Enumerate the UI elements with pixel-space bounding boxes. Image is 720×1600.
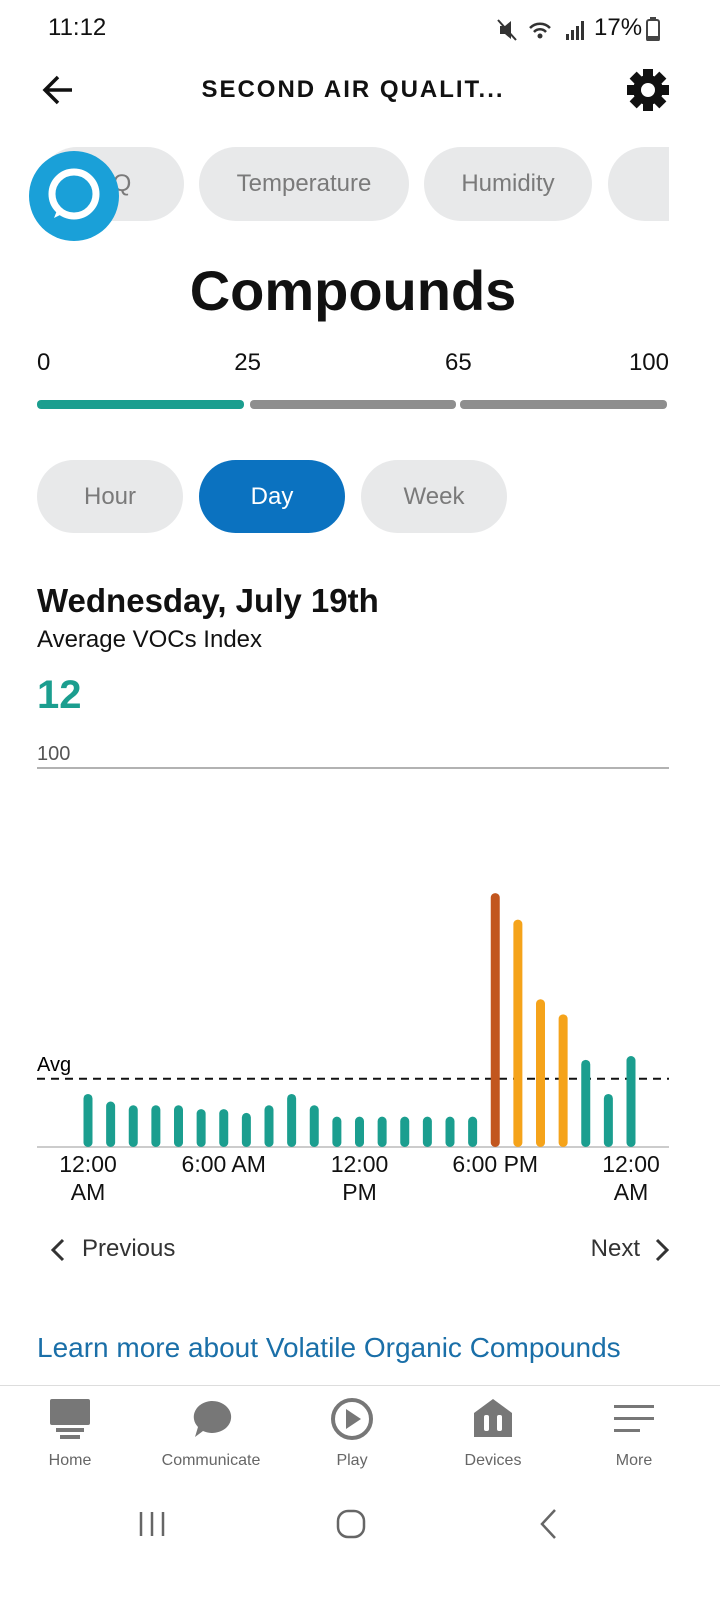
nav-item[interactable]: Home: [48, 1452, 92, 1469]
bar: [106, 1101, 116, 1147]
bar: [128, 1105, 138, 1147]
nav-item[interactable]: Play: [336, 1452, 368, 1469]
next-icon[interactable]: [652, 1237, 672, 1263]
bar: [513, 919, 523, 1147]
bar: [468, 1116, 478, 1147]
settings-button[interactable]: [626, 68, 670, 112]
tab-partial[interactable]: [608, 147, 669, 221]
previous-icon[interactable]: [48, 1237, 68, 1263]
nav-item[interactable]: Communicate: [161, 1452, 261, 1469]
bar: [581, 1059, 591, 1147]
bar: [603, 1093, 613, 1147]
x-tick-label: 12:00 AM: [59, 1151, 117, 1205]
scale-tick-label: 25: [234, 349, 262, 376]
metric-label: Average VOCs Index: [37, 626, 263, 653]
bar: [445, 1116, 455, 1147]
bar: [241, 1112, 251, 1147]
bar: [332, 1116, 342, 1147]
battery-icon: [646, 17, 660, 41]
bar: [355, 1116, 364, 1147]
battery-level: 17%: [594, 14, 643, 41]
learn-more-link[interactable]: Learn more about Volatile Organic Compou…: [37, 1332, 621, 1363]
bar: [558, 1014, 568, 1147]
tab-label: Humidity: [461, 170, 555, 197]
bar: [264, 1105, 274, 1147]
scale-tick-label: 100: [628, 349, 669, 376]
y-tick-label: 100: [37, 743, 70, 765]
bar: [287, 1093, 297, 1147]
range-button[interactable]: Week: [361, 460, 507, 533]
bar: [400, 1116, 410, 1147]
average-value: 12: [37, 673, 82, 717]
bar: [83, 1093, 93, 1147]
scale-tick-label: 0: [37, 349, 51, 376]
previous-button[interactable]: Previous: [82, 1235, 176, 1262]
header-title: SECOND AIR QUALIT...: [201, 76, 505, 103]
x-tick-label: 12:00 AM: [602, 1151, 660, 1205]
bar: [490, 893, 500, 1147]
x-tick-label: 12:00 PM: [330, 1151, 389, 1205]
date: Wednesday, July 19th: [37, 582, 379, 619]
system-nav: [139, 1509, 556, 1539]
alexa-button[interactable]: [28, 150, 120, 242]
x-tick-label: 6:00 AM: [181, 1151, 266, 1177]
nav-divider: [0, 1385, 720, 1386]
bar: [174, 1105, 183, 1147]
x-tick-label: 6:00 PM: [452, 1151, 539, 1177]
scale-tick-label: 65: [444, 349, 472, 376]
tab[interactable]: Humidity: [424, 147, 592, 221]
back-button[interactable]: [40, 72, 80, 108]
status-time: 11:12: [48, 14, 107, 41]
scale-segment: [460, 400, 667, 409]
avg-label: Avg: [37, 1054, 71, 1076]
bar: [309, 1105, 319, 1147]
bar: [422, 1116, 432, 1147]
bar: [196, 1109, 206, 1147]
scale-segment: [249, 400, 457, 409]
scale-segment: [37, 400, 244, 409]
bar: [151, 1105, 161, 1147]
status-icons: [497, 19, 584, 41]
chart: 100 Avg: [37, 743, 669, 1148]
range-button[interactable]: Day: [199, 460, 345, 533]
bar: [536, 999, 545, 1147]
bar: [219, 1109, 229, 1147]
nav-item[interactable]: More: [615, 1452, 653, 1469]
nav-icons: [50, 1398, 654, 1440]
page-title: Compounds: [189, 259, 517, 322]
bar: [377, 1116, 387, 1147]
next-button[interactable]: Next: [590, 1235, 640, 1262]
bar: [626, 1056, 636, 1147]
tab-label: Temperature: [236, 170, 372, 197]
tab[interactable]: Temperature: [199, 147, 409, 221]
nav-item[interactable]: Devices: [464, 1452, 522, 1469]
range-button[interactable]: Hour: [37, 460, 183, 533]
